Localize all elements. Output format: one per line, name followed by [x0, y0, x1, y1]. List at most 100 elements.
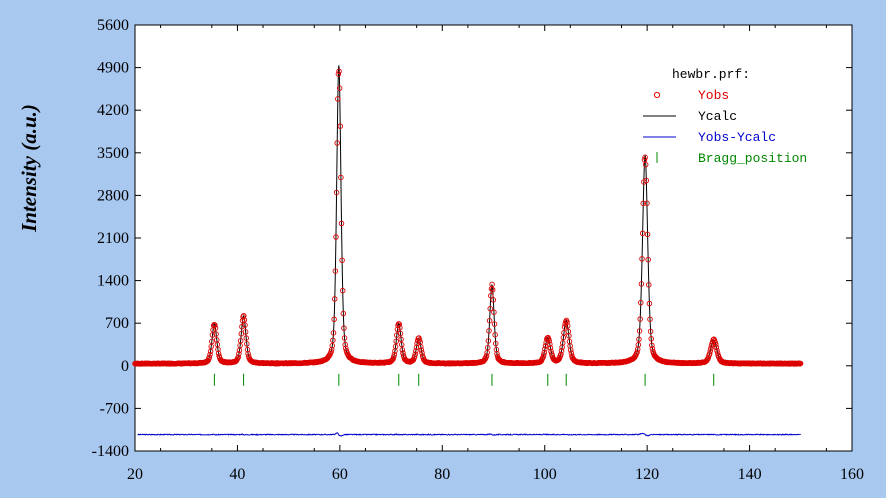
y-tick-label: -1400 — [92, 443, 129, 460]
y-tick-label: 700 — [105, 315, 129, 332]
yobs-point — [713, 344, 720, 351]
yobs-point — [567, 343, 573, 349]
yobs-point — [638, 281, 645, 287]
yobs-point — [540, 354, 546, 361]
legend-title: hewbr.prf: — [672, 67, 750, 82]
yobs-point — [642, 161, 649, 168]
yobs-point — [338, 220, 345, 227]
yobs-point — [209, 338, 215, 345]
yobs-point — [635, 342, 642, 348]
yobs-point — [333, 189, 340, 196]
yobs-point — [331, 316, 337, 323]
legend: hewbr.prf: Yobs Ycalc Yobs-Ycalc Bragg_p… — [643, 67, 807, 166]
yobs-point — [564, 323, 571, 329]
y-tick-label: 4200 — [97, 102, 129, 119]
yobs-point — [547, 345, 554, 351]
yobs-point — [239, 323, 245, 330]
yobs-point — [707, 348, 713, 354]
legend-bragg-label: Bragg_position — [698, 151, 807, 166]
y-tick-label: 2800 — [97, 187, 129, 204]
yobs-point — [567, 347, 574, 353]
yobs-point — [338, 174, 344, 181]
yobs-point — [647, 328, 654, 335]
yobs-point — [649, 342, 655, 349]
x-tick-label: 60 — [332, 466, 348, 483]
yobs-point — [648, 336, 654, 342]
yobs-point — [206, 354, 213, 361]
yobs-point — [237, 337, 244, 344]
yobs-point — [561, 324, 568, 330]
yobs-point — [485, 338, 492, 344]
yobs-point — [486, 328, 492, 334]
yobs-point — [491, 309, 497, 315]
yobs-point — [341, 335, 348, 341]
difference-series — [137, 432, 801, 437]
yobs-point — [636, 328, 643, 334]
y-tick-label: 5600 — [97, 17, 129, 34]
yobs-point — [411, 353, 418, 360]
yobs-point — [568, 350, 575, 356]
y-tick-label: 1400 — [97, 273, 129, 290]
yobs-point — [212, 322, 218, 328]
yobs-point — [558, 351, 564, 358]
yobs-point — [706, 351, 713, 357]
yobs-point — [564, 319, 570, 325]
legend-yobs-marker — [653, 91, 661, 99]
yobs-point — [713, 341, 719, 348]
yobs-point — [330, 337, 336, 344]
yobs-point — [333, 234, 339, 240]
yobs-point — [396, 321, 403, 327]
x-tick-label: 40 — [229, 466, 245, 483]
yobs-point — [389, 356, 396, 363]
yobs-point — [209, 332, 216, 338]
yobs-point — [331, 296, 338, 302]
yobs-point — [489, 287, 496, 293]
yobs-point — [639, 256, 645, 262]
yobs-point — [334, 140, 340, 146]
yobs-point — [486, 317, 493, 324]
yobs-point — [712, 339, 718, 346]
yobs-point — [485, 344, 491, 351]
yobs-point — [542, 346, 548, 352]
yobs-point — [714, 347, 720, 354]
yobs-point — [339, 257, 345, 264]
yobs-point — [398, 341, 405, 348]
legend-yobs-label: Yobs — [698, 88, 729, 103]
yobs-point — [399, 347, 406, 353]
yobs-point — [413, 348, 419, 354]
yobs-point — [492, 332, 498, 338]
yobs-point — [235, 354, 241, 361]
yobs-point — [566, 333, 572, 339]
yobs-point — [547, 341, 553, 348]
yobs-point — [336, 68, 342, 75]
plot-area — [134, 24, 853, 452]
yobs-point — [491, 321, 498, 327]
yobs-point — [329, 342, 336, 349]
yobs-point — [489, 281, 495, 288]
yobs-point — [643, 177, 650, 184]
yobs-point — [341, 325, 347, 331]
yobs-point — [213, 331, 219, 337]
yobs-point — [483, 353, 490, 359]
yobs-point — [241, 317, 248, 323]
yobs-point — [797, 360, 804, 367]
x-tick-label: 100 — [533, 466, 557, 483]
yobs-point — [244, 341, 250, 347]
yobs-point — [416, 337, 423, 343]
yobs-point — [493, 340, 499, 347]
yobs-point — [242, 329, 249, 335]
yobs-point — [642, 154, 648, 161]
yobs-point — [638, 299, 644, 306]
yobs-point — [708, 345, 714, 352]
yobs-point — [639, 230, 646, 237]
difference-line — [137, 432, 801, 437]
yobs-point — [640, 200, 647, 207]
y-axis: 5600 4900 4200 3500 2800 2100 1400 700 0 -700 -140… — [92, 17, 852, 460]
yobs-point — [390, 354, 397, 360]
yobs-point — [418, 343, 424, 350]
yobs-point — [330, 330, 337, 336]
yobs-point — [335, 71, 342, 77]
x-tick-label: 140 — [738, 466, 762, 483]
yobs-point — [236, 351, 242, 357]
